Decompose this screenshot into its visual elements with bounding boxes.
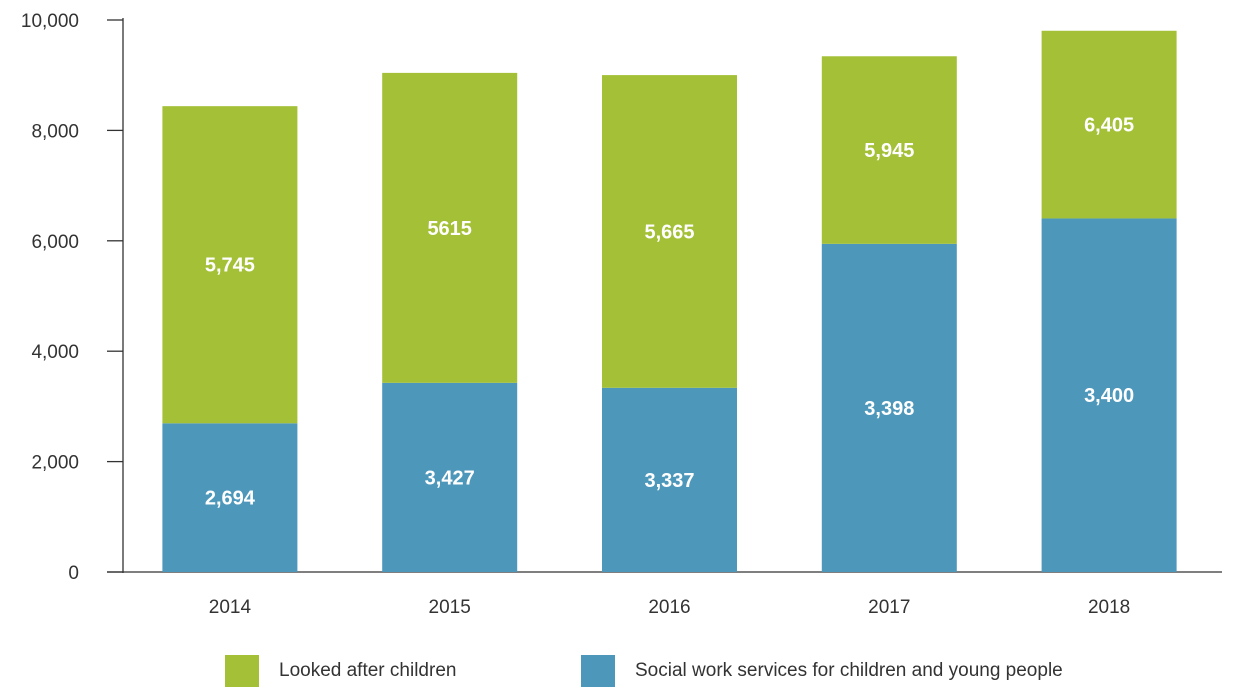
legend-label-social-work-services: Social work services for children and yo… — [635, 660, 1063, 681]
bar-looked-after-2014 — [162, 106, 298, 424]
data-label-looked-after-2018: 6,405 — [1084, 115, 1134, 137]
bar-social-work-2016 — [602, 387, 737, 572]
legend-item-looked-after-children: Looked after children — [225, 655, 456, 687]
bar-looked-after-2015 — [382, 72, 518, 383]
y-tick-label: 6,000 — [31, 232, 79, 253]
x-tick-label: 2014 — [209, 597, 252, 618]
data-label-social-work-2014: 2,694 — [205, 488, 256, 510]
legend-swatch-social-work-services — [581, 655, 615, 687]
data-label-social-work-2016: 3,337 — [644, 470, 694, 492]
bar-social-work-2018 — [1041, 218, 1177, 572]
bar-social-work-2014 — [162, 423, 298, 572]
data-label-social-work-2017: 3,398 — [864, 398, 914, 420]
bar-social-work-2017 — [821, 243, 957, 572]
legend-item-social-work-services: Social work services for children and yo… — [581, 655, 1063, 687]
y-tick-label: 8,000 — [31, 121, 79, 142]
data-label-looked-after-2017: 5,945 — [864, 140, 914, 162]
data-label-social-work-2018: 3,400 — [1084, 385, 1134, 407]
bar-looked-after-2017 — [821, 56, 957, 244]
bar-looked-after-2018 — [1041, 30, 1177, 219]
legend-swatch-looked-after-children — [225, 655, 259, 687]
x-tick-label: 2017 — [868, 597, 910, 618]
y-tick-label: 10,000 — [21, 11, 79, 32]
x-tick-label: 2016 — [648, 597, 690, 618]
data-label-social-work-2015: 3,427 — [425, 467, 475, 489]
y-tick-label: 0 — [68, 563, 79, 584]
data-label-looked-after-2015: 5615 — [427, 218, 472, 240]
data-label-looked-after-2016: 5,665 — [644, 221, 694, 243]
bar-looked-after-2016 — [602, 75, 737, 388]
y-tick-label: 2,000 — [31, 453, 79, 474]
y-tick-label: 4,000 — [31, 342, 79, 363]
stacked-bar-chart: 0 2,000 4,000 6,000 8,000 10,000 2,694 5,745 201… — [21, 11, 1222, 618]
x-tick-label: 2018 — [1088, 597, 1130, 618]
bar-social-work-2015 — [382, 382, 518, 572]
legend-label-looked-after-children: Looked after children — [279, 660, 457, 681]
data-label-looked-after-2014: 5,745 — [205, 255, 255, 277]
x-tick-label: 2015 — [429, 597, 471, 618]
legend: Looked after children Social work servic… — [0, 655, 1249, 687]
